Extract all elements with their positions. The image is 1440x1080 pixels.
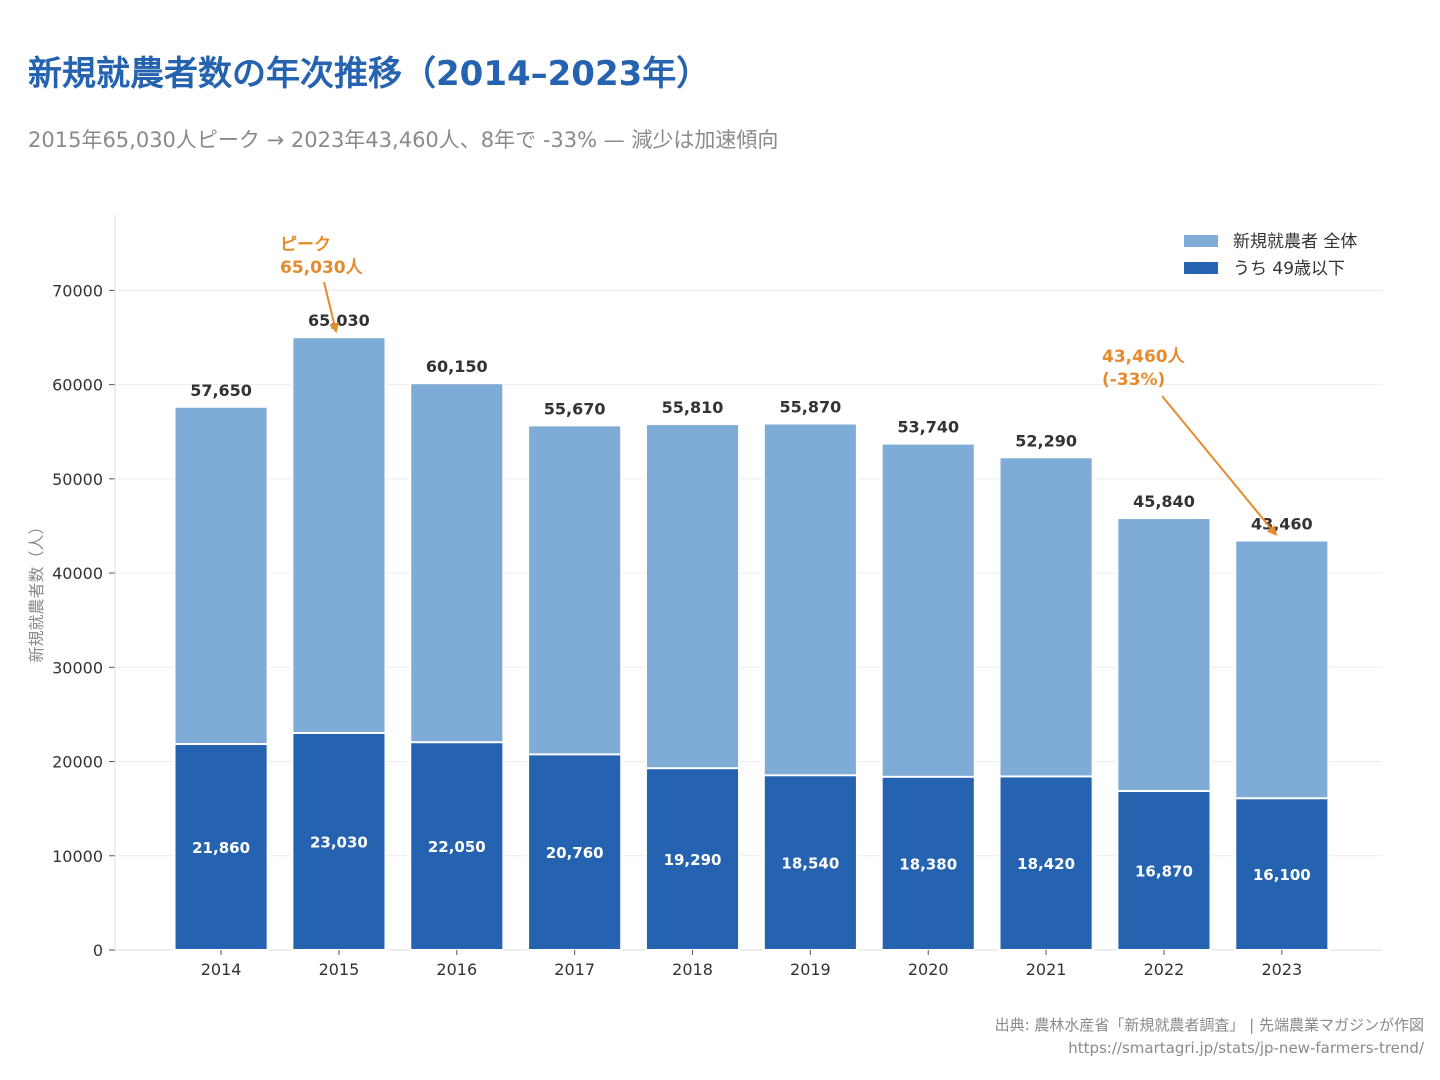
bar-label-total: 60,150 xyxy=(426,357,488,376)
bar-label-under49: 20,760 xyxy=(546,844,604,862)
bar-label-total: 55,870 xyxy=(780,398,842,417)
y-tick-label: 40000 xyxy=(52,564,103,583)
page-title: 新規就農者数の年次推移（2014–2023年） xyxy=(28,54,711,94)
legend-label: 新規就農者 全体 xyxy=(1233,232,1357,252)
bar-label-under49: 19,290 xyxy=(664,851,722,869)
bar-label-total: 55,670 xyxy=(544,399,606,418)
y-tick-label: 20000 xyxy=(52,753,103,772)
y-tick-label: 60000 xyxy=(52,376,103,395)
legend-swatch xyxy=(1184,262,1218,274)
x-tick-label: 2019 xyxy=(790,960,831,979)
x-tick-label: 2020 xyxy=(908,960,949,979)
bar-label-total: 55,810 xyxy=(662,398,724,417)
x-tick-label: 2015 xyxy=(319,960,360,979)
bar-label-under49: 18,540 xyxy=(781,855,839,873)
bar-label-under49: 21,860 xyxy=(192,839,250,857)
x-tick-label: 2014 xyxy=(201,960,242,979)
bar-under49 xyxy=(173,743,269,951)
bar-label-total: 45,840 xyxy=(1133,492,1195,511)
bar-under49 xyxy=(291,731,387,951)
x-tick-label: 2022 xyxy=(1144,960,1185,979)
bar-label-under49: 16,100 xyxy=(1253,866,1311,884)
bar-label-total: 43,460 xyxy=(1251,514,1313,533)
annotation-text: (-33%) xyxy=(1102,370,1165,390)
annotation-arrow xyxy=(323,281,339,334)
bar-label-under49: 23,030 xyxy=(310,833,368,851)
annotation-text: ピーク xyxy=(280,235,331,255)
annotation-text: 43,460人 xyxy=(1102,347,1186,367)
bar-under49 xyxy=(1116,790,1212,952)
x-tick-label: 2017 xyxy=(554,960,595,979)
bar-under49 xyxy=(527,753,623,952)
legend-swatch xyxy=(1184,235,1218,247)
bar-under49 xyxy=(409,741,505,951)
annotation-arrow xyxy=(1161,395,1278,537)
bar-under49 xyxy=(998,775,1094,952)
annotation-text: 65,030人 xyxy=(280,258,364,278)
y-tick-label: 70000 xyxy=(52,281,103,300)
y-axis-label: 新規就農者数（人） xyxy=(27,518,46,662)
x-tick-label: 2018 xyxy=(672,960,713,979)
x-tick-label: 2023 xyxy=(1261,960,1302,979)
page-subtitle: 2015年65,030人ピーク → 2023年43,460人、8年で -33% … xyxy=(28,128,779,152)
source-credit: 出典: 農林水産省「新規就農者調査」 | 先端農業マガジンが作図 xyxy=(994,1016,1424,1034)
bar-under49 xyxy=(1234,797,1330,951)
y-tick-label: 10000 xyxy=(52,847,103,866)
bar-label-under49: 22,050 xyxy=(428,838,486,856)
legend-label: うち 49歳以下 xyxy=(1233,259,1345,279)
bar-label-total: 65,030 xyxy=(308,311,370,330)
bar-label-under49: 18,380 xyxy=(899,855,957,873)
bar-under49 xyxy=(880,775,976,951)
bar-label-total: 52,290 xyxy=(1015,431,1077,450)
y-tick-label: 50000 xyxy=(52,470,103,489)
bar-label-under49: 16,870 xyxy=(1135,863,1193,881)
x-tick-label: 2016 xyxy=(436,960,477,979)
y-tick-label: 30000 xyxy=(52,658,103,677)
x-tick-label: 2021 xyxy=(1026,960,1067,979)
bar-label-under49: 18,420 xyxy=(1017,855,1075,873)
bar-under49 xyxy=(762,774,858,951)
bar-label-total: 53,740 xyxy=(897,418,959,437)
source-url: https://smartagri.jp/stats/jp-new-farmer… xyxy=(1068,1039,1424,1057)
y-tick-label: 0 xyxy=(93,941,103,960)
bar-label-total: 57,650 xyxy=(190,381,252,400)
